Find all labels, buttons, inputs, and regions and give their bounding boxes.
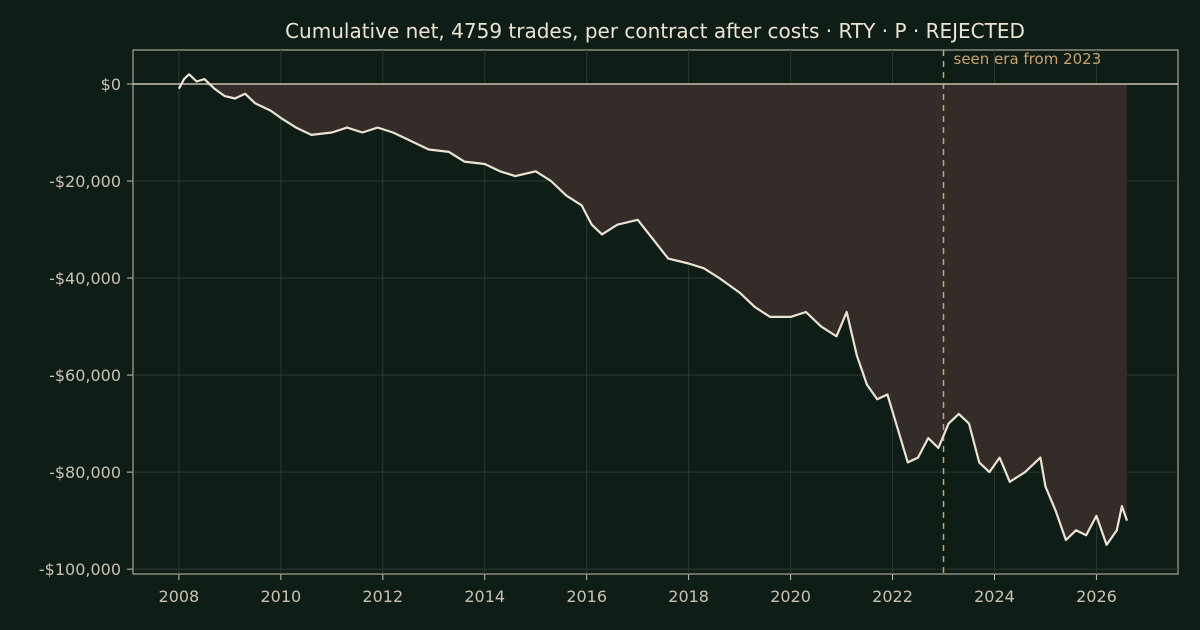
x-tick-label: 2020	[770, 587, 811, 606]
x-tick-label: 2014	[464, 587, 505, 606]
x-tick-label: 2008	[159, 587, 200, 606]
x-tick-label: 2024	[974, 587, 1015, 606]
drawdown-area	[178, 84, 1127, 545]
y-tick-label: -$60,000	[49, 366, 121, 385]
y-tick-label: $0	[101, 75, 121, 94]
x-tick-label: 2016	[566, 587, 607, 606]
x-tick-label: 2022	[872, 587, 913, 606]
x-tick-label: 2018	[668, 587, 709, 606]
equity-curve-line	[177, 73, 1129, 546]
seen-era-label: seen era from 2023	[954, 50, 1102, 68]
y-tick-label: -$40,000	[49, 269, 121, 288]
y-axis: $0 -$20,000 -$40,000 -$60,000 -$80,000 -$100,…	[39, 75, 133, 579]
x-tick-label: 2012	[362, 587, 403, 606]
chart-title: Cumulative net, 4759 trades, per contrac…	[285, 19, 1025, 43]
y-tick-label: -$100,000	[39, 560, 121, 579]
y-tick-label: -$20,000	[49, 172, 121, 191]
x-axis: 2008 2010 2012 2014 2016 2018 2020 2022 2024 2026	[159, 574, 1117, 606]
x-tick-label: 2010	[260, 587, 301, 606]
y-tick-label: -$80,000	[49, 463, 121, 482]
x-tick-label: 2026	[1076, 587, 1117, 606]
